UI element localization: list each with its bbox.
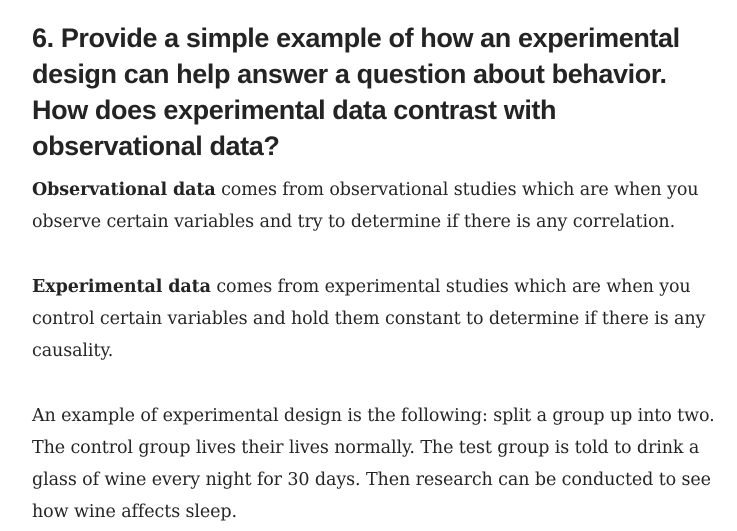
term-observational-data: Observational data <box>32 180 216 200</box>
term-experimental-data: Experimental data <box>32 277 211 297</box>
article-body: 6. Provide a simple example of how an ex… <box>32 20 722 528</box>
section-heading: 6. Provide a simple example of how an ex… <box>32 23 680 161</box>
paragraph-experimental: Experimental data comes from experimenta… <box>32 271 722 367</box>
paragraph-text: comes from observational studies which a… <box>32 180 699 232</box>
paragraph-example: An example of experimental design is the… <box>32 406 715 522</box>
paragraph-text: comes from experimental studies which ar… <box>32 277 706 361</box>
paragraph-observational: Observational data comes from observatio… <box>32 174 722 238</box>
